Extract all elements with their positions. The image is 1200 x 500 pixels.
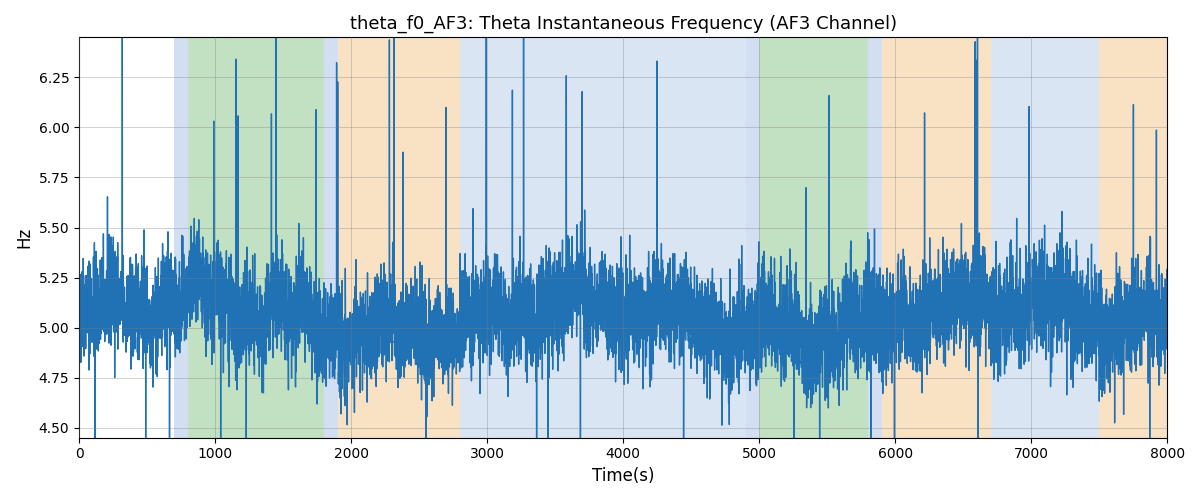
Bar	[868, 38, 882, 438]
Bar	[1099, 38, 1168, 438]
X-axis label: Time(s): Time(s)	[592, 467, 654, 485]
Bar	[337, 38, 460, 438]
Bar	[745, 38, 760, 438]
Bar	[324, 38, 337, 438]
Bar	[990, 38, 1099, 438]
Y-axis label: Hz: Hz	[14, 227, 32, 248]
Bar	[174, 38, 188, 438]
Bar	[188, 38, 324, 438]
Bar	[760, 38, 868, 438]
Bar	[882, 38, 990, 438]
Title: theta_f0_AF3: Theta Instantaneous Frequency (AF3 Channel): theta_f0_AF3: Theta Instantaneous Freque…	[349, 15, 896, 34]
Bar	[460, 38, 745, 438]
